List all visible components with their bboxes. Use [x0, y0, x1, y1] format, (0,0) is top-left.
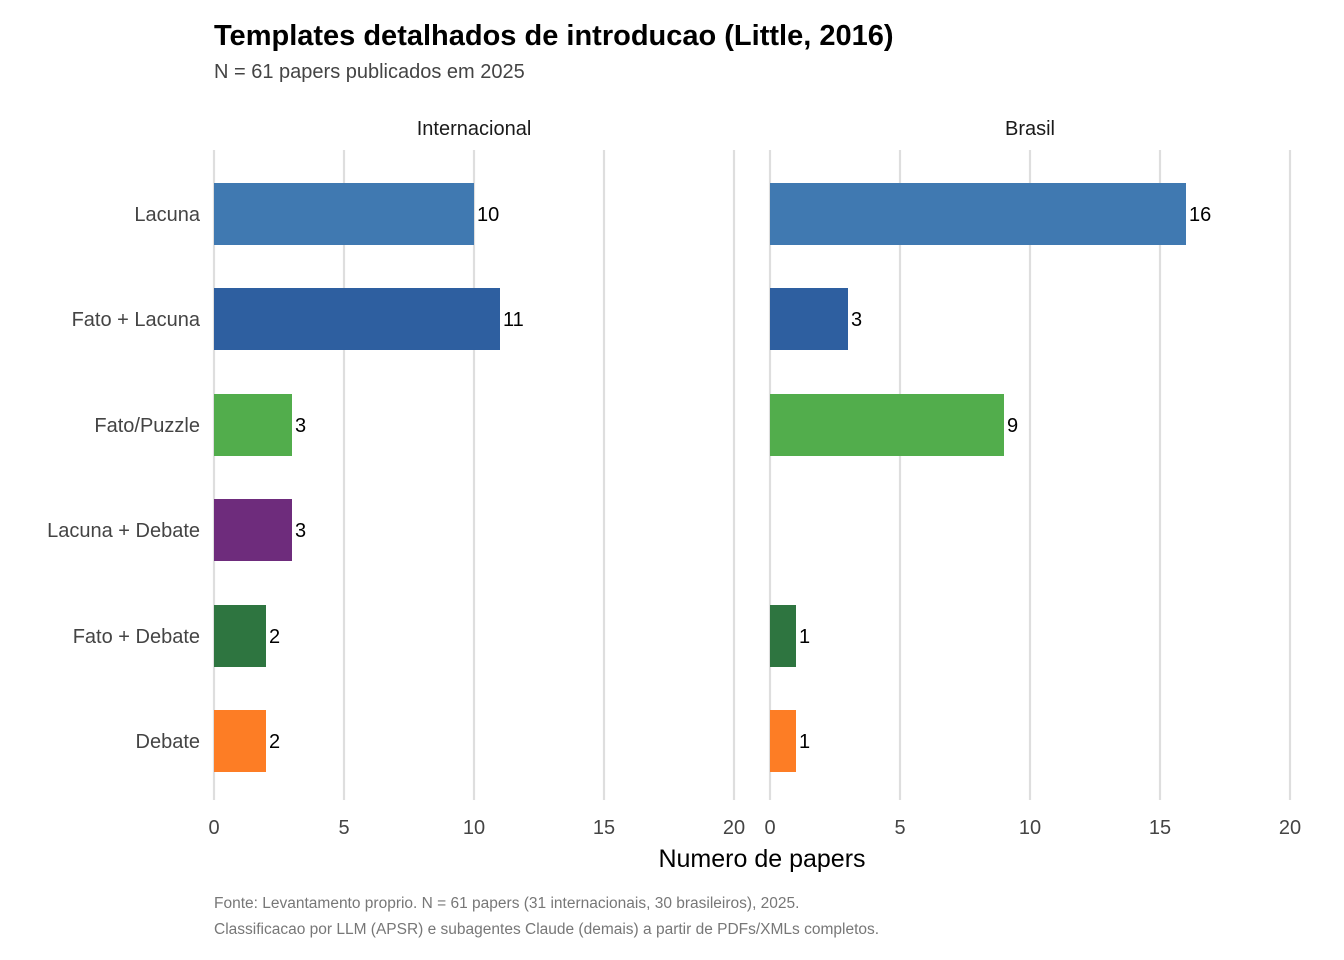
bar-brasil-0	[770, 183, 1186, 245]
data-label: 2	[269, 731, 280, 753]
category-label: Fato/Puzzle	[94, 415, 200, 437]
x-tick-label: 0	[208, 817, 219, 839]
data-label: 11	[503, 309, 524, 331]
x-tick-label: 0	[764, 817, 775, 839]
x-tick-label: 20	[1279, 817, 1301, 839]
category-label: Debate	[136, 731, 201, 753]
category-label: Fato + Lacuna	[72, 309, 201, 331]
x-tick-label: 10	[463, 817, 485, 839]
bar-internacional-0	[214, 183, 474, 245]
bar-brasil-4	[770, 605, 796, 667]
data-label: 3	[295, 520, 306, 542]
panel-strip-brasil: Brasil	[1005, 118, 1055, 140]
caption-line-2: Classificacao por LLM (APSR) e subagente…	[214, 921, 879, 938]
bar-internacional-3	[214, 499, 292, 561]
x-tick-label: 10	[1019, 817, 1041, 839]
data-label: 16	[1189, 204, 1211, 226]
x-tick-label: 5	[338, 817, 349, 839]
chart-subtitle: N = 61 papers publicados em 2025	[214, 61, 525, 83]
panel-strip-internacional: Internacional	[417, 118, 532, 140]
x-axis-label: Numero de papers	[658, 845, 865, 873]
data-label: 1	[799, 626, 810, 648]
caption-line-1: Fonte: Levantamento proprio. N = 61 pape…	[214, 895, 799, 912]
bar-brasil-5	[770, 710, 796, 772]
data-label: 2	[269, 626, 280, 648]
chart-title: Templates detalhados de introducao (Litt…	[214, 20, 894, 52]
bar-internacional-2	[214, 394, 292, 456]
data-label: 10	[477, 204, 499, 226]
data-label: 1	[799, 731, 810, 753]
data-label: 3	[851, 309, 862, 331]
x-tick-label: 15	[1149, 817, 1171, 839]
category-label: Lacuna	[134, 204, 200, 226]
bar-brasil-2	[770, 394, 1004, 456]
category-label: Lacuna + Debate	[47, 520, 200, 542]
bar-internacional-1	[214, 288, 500, 350]
category-label: Fato + Debate	[73, 626, 200, 648]
data-label: 9	[1007, 415, 1018, 437]
bar-internacional-4	[214, 605, 266, 667]
data-label: 3	[295, 415, 306, 437]
x-tick-label: 20	[723, 817, 745, 839]
bar-brasil-1	[770, 288, 848, 350]
x-tick-label: 15	[593, 817, 615, 839]
x-tick-label: 5	[894, 817, 905, 839]
bar-internacional-5	[214, 710, 266, 772]
